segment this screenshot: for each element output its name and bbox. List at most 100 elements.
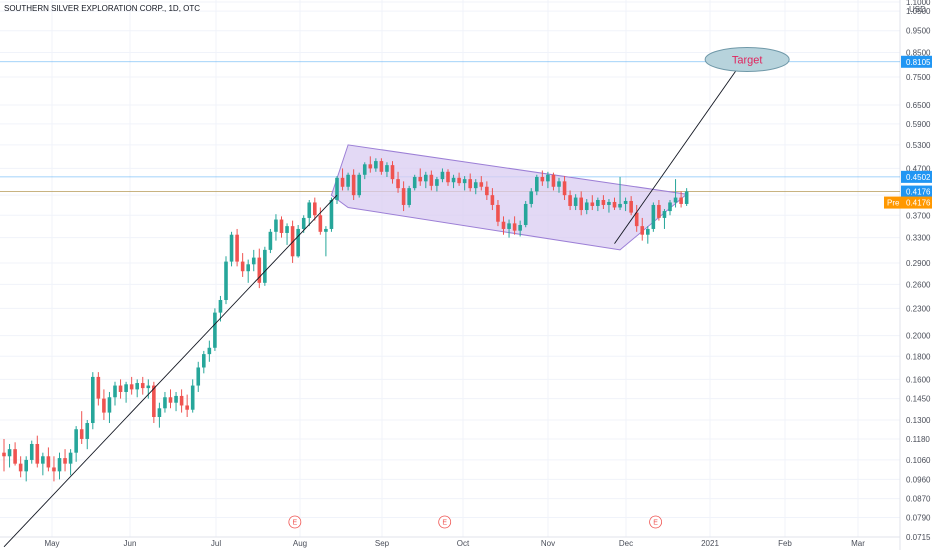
candle-body <box>468 179 472 189</box>
price-tick-label: 0.2900 <box>906 259 931 268</box>
candle-body <box>229 234 234 262</box>
earnings-marker[interactable]: E <box>649 515 662 529</box>
candle-body <box>13 449 17 464</box>
candle-body <box>479 182 484 187</box>
time-tick-label: Oct <box>457 539 470 548</box>
candle-body <box>596 199 600 206</box>
candle <box>374 158 378 172</box>
candle-body <box>340 177 345 187</box>
time-tick-label: May <box>44 539 59 548</box>
candle <box>412 174 417 191</box>
candle <box>679 191 683 208</box>
candle <box>362 162 367 180</box>
candle-body <box>435 179 439 186</box>
earnings-circle <box>438 515 452 529</box>
candle <box>57 452 62 480</box>
candle <box>424 171 428 189</box>
candle-body <box>2 452 6 457</box>
candle-body <box>562 181 567 196</box>
earnings-marker[interactable]: E <box>288 515 302 529</box>
candle-body <box>657 204 661 218</box>
candle <box>573 194 578 211</box>
trendline <box>614 61 743 244</box>
chart-title: SOUTHERN SILVER EXPLORATION CORP., 1D, O… <box>4 4 201 13</box>
earnings-marker[interactable]: E <box>438 515 452 529</box>
price-tick-label: 0.2000 <box>906 332 931 341</box>
candle <box>229 231 234 267</box>
time-tick-label: Nov <box>541 539 555 548</box>
candle <box>446 169 450 186</box>
time-axis[interactable]: May Jun Jul Aug Sep Oct Nov Dec 2021 Feb Mar <box>0 536 900 548</box>
candle-body <box>207 347 212 355</box>
candle-body <box>623 200 628 204</box>
candle-body <box>679 197 683 204</box>
price-tag: 0.8105 <box>901 55 932 68</box>
candle-body <box>407 188 411 205</box>
price-tick-label: 0.1180 <box>906 435 930 444</box>
candle <box>523 200 528 228</box>
candle-body <box>590 202 595 206</box>
candle-body <box>618 203 622 208</box>
candle <box>351 169 356 200</box>
candle <box>174 391 178 412</box>
candle <box>390 161 395 184</box>
candle-body <box>102 398 106 413</box>
candle-body <box>57 458 62 472</box>
candle-body <box>584 202 589 211</box>
candle-body <box>7 449 12 457</box>
candle-body <box>251 257 256 265</box>
candle-body <box>246 264 250 272</box>
candle <box>202 350 206 374</box>
price-tick-label: 0.1600 <box>906 375 931 384</box>
candle <box>629 196 633 216</box>
candle <box>296 225 300 258</box>
candle <box>29 440 34 464</box>
candle-body <box>374 161 378 169</box>
candle <box>401 181 406 212</box>
candle-body <box>274 219 278 232</box>
candle-body <box>368 164 373 169</box>
candle <box>63 449 67 472</box>
price-tick-label: 0.1800 <box>906 352 931 361</box>
candle <box>396 171 400 193</box>
candle <box>485 181 489 200</box>
candle-body <box>41 456 45 464</box>
candle-body <box>335 177 339 200</box>
candle-body <box>612 201 617 208</box>
price-tag-bg <box>901 55 932 68</box>
candle <box>435 176 439 192</box>
candle <box>68 449 73 476</box>
candle-body <box>296 228 300 257</box>
earnings-circle <box>288 515 302 529</box>
candle <box>473 179 478 195</box>
candle <box>657 199 661 221</box>
candle <box>540 170 545 186</box>
candle-body <box>684 191 689 204</box>
grid-layer <box>0 0 900 538</box>
target-ellipse <box>704 46 790 72</box>
candle-body <box>651 204 656 229</box>
candle <box>324 226 328 257</box>
candle-body <box>118 385 123 392</box>
candle-body <box>79 429 84 439</box>
candle-body <box>668 202 672 212</box>
candle <box>601 195 606 210</box>
candle-body <box>235 234 239 262</box>
candle <box>496 199 500 227</box>
candle <box>407 185 411 208</box>
candle <box>429 170 434 191</box>
candle <box>335 176 339 204</box>
price-tag-bg <box>901 170 932 183</box>
candle <box>590 195 595 211</box>
candle <box>529 188 534 208</box>
trendline <box>3 194 338 548</box>
price-tag-value: 0.4502 <box>906 173 931 182</box>
candle <box>623 197 628 212</box>
candle <box>662 209 667 229</box>
candle-body <box>196 367 201 386</box>
price-tick-label: 0.2300 <box>906 304 931 313</box>
candle-body <box>135 383 139 390</box>
